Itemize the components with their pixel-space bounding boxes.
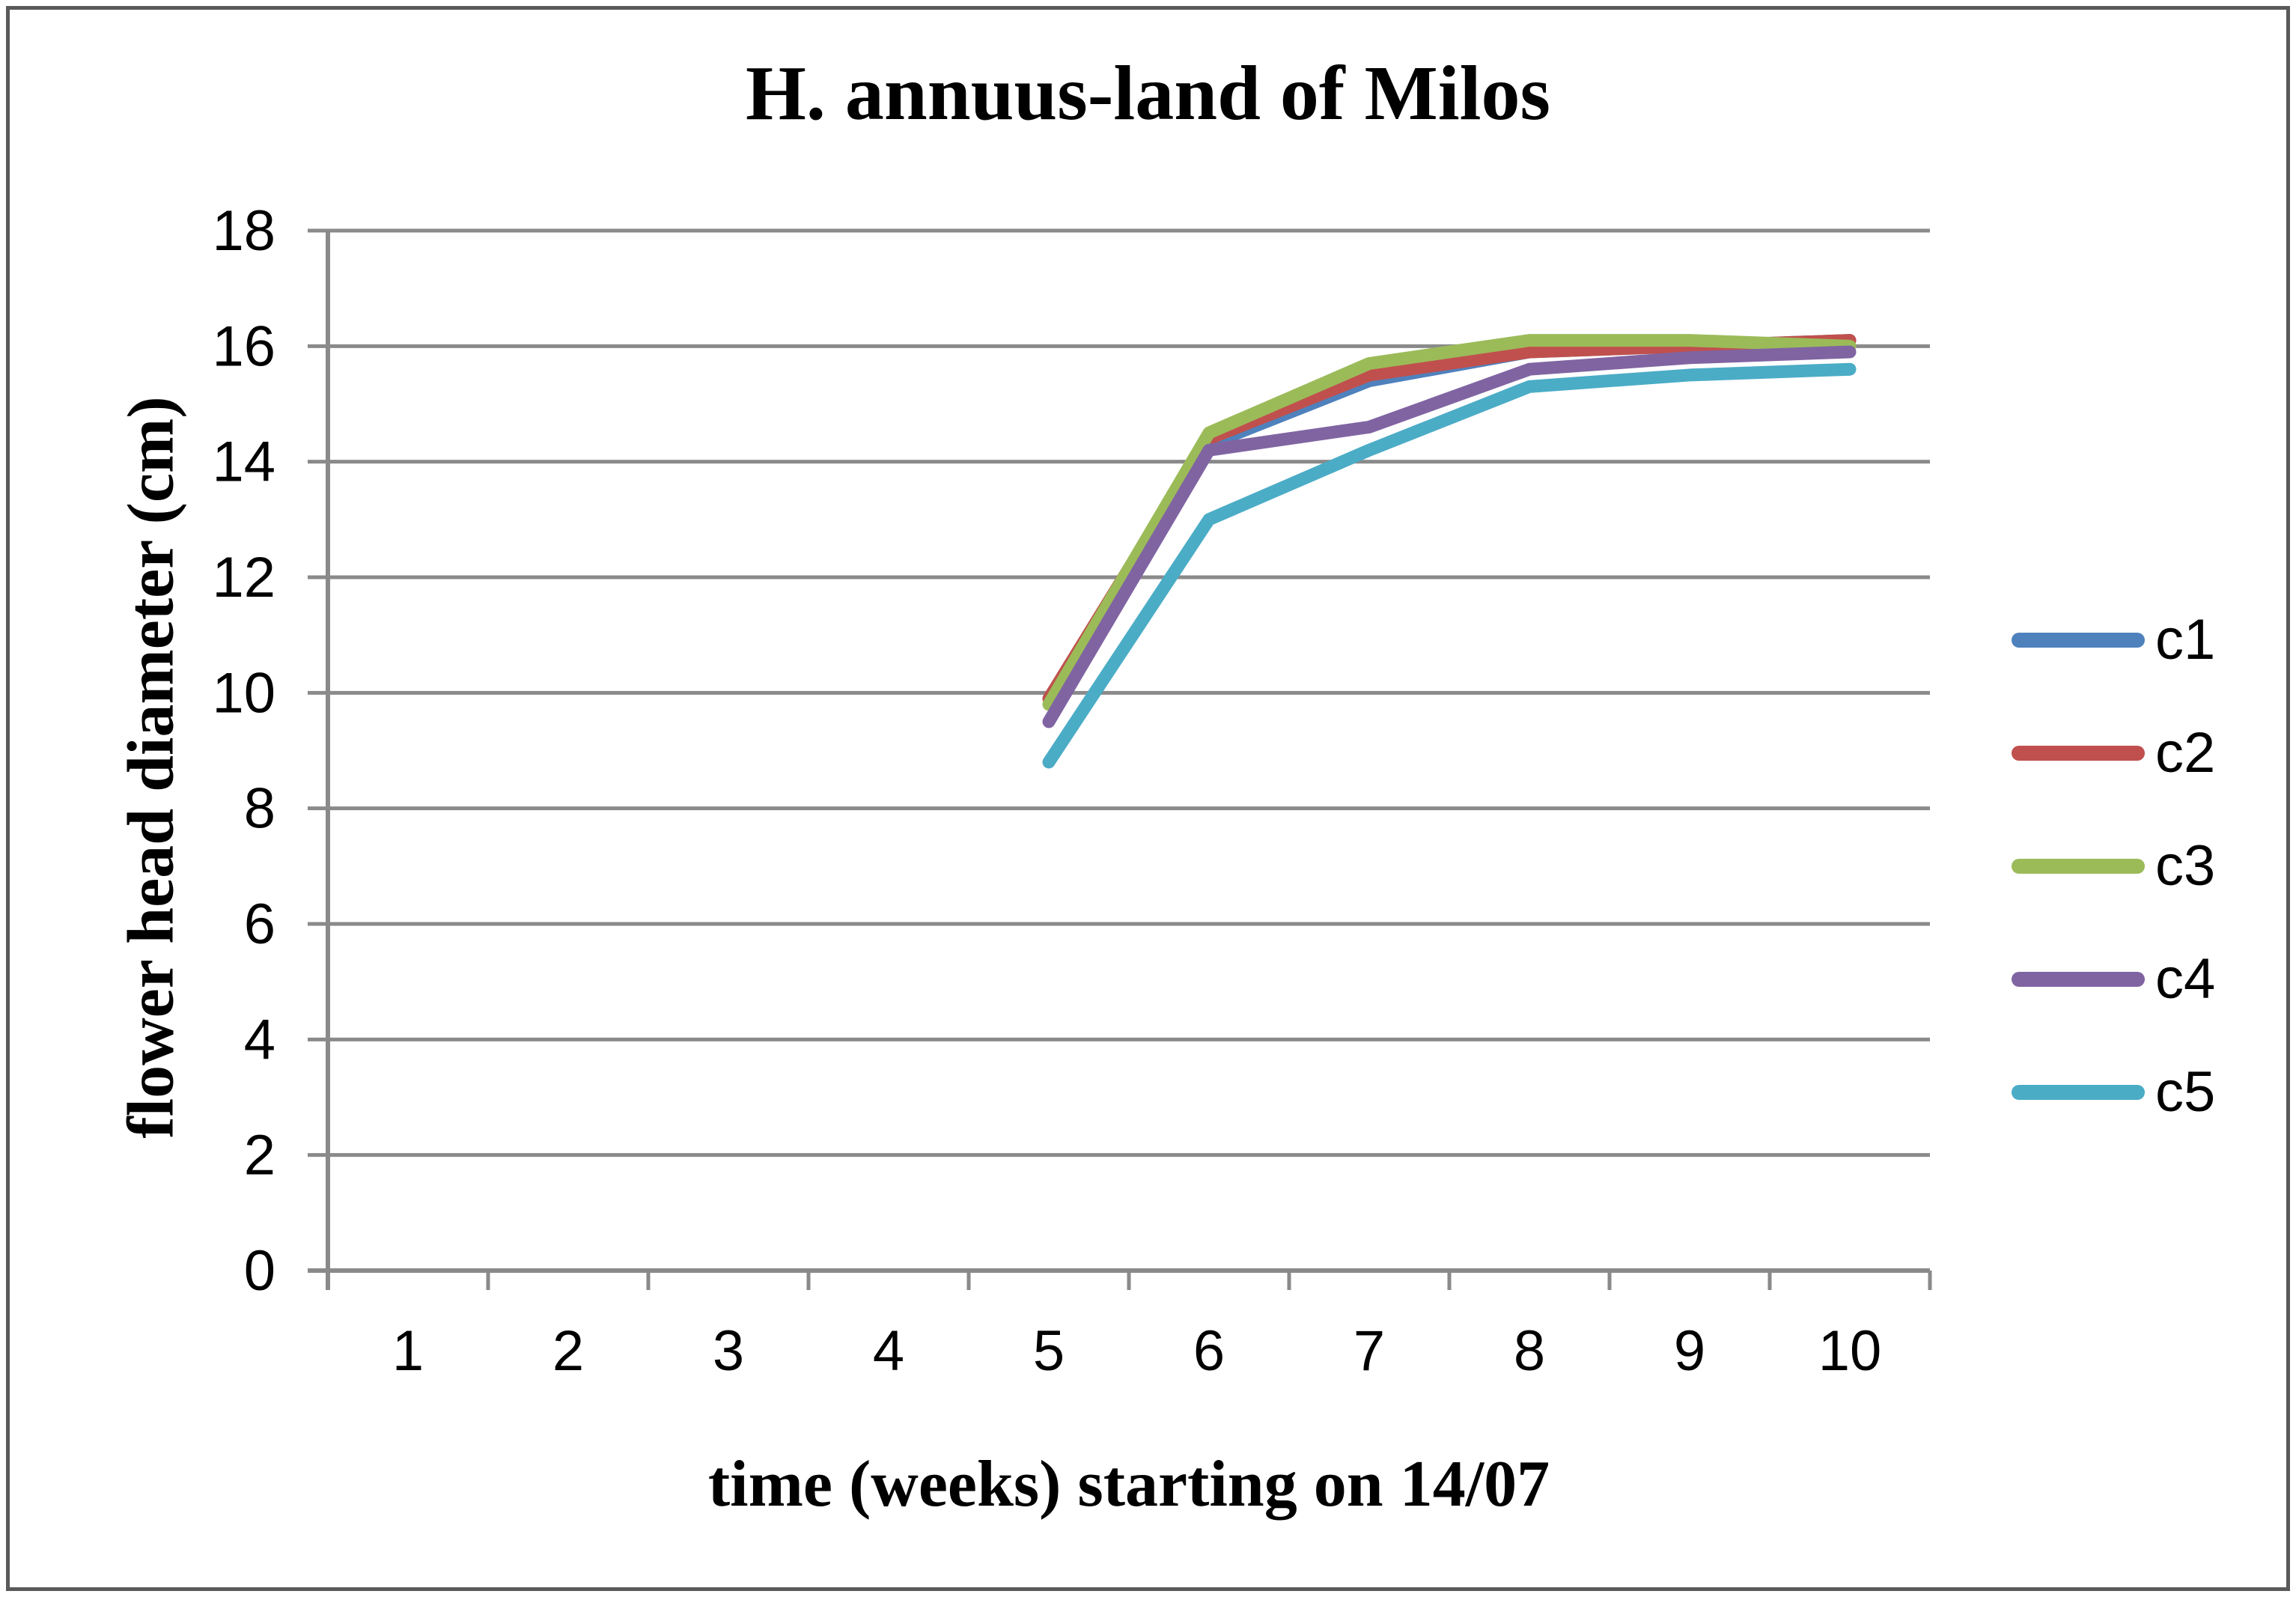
series-line-c3 xyxy=(1042,334,1857,711)
legend-swatch-c2 xyxy=(2012,745,2145,761)
legend-item-c1: c1 xyxy=(2012,583,2215,696)
legend-label-c1: c1 xyxy=(2155,607,2216,672)
y-tick-label: 18 xyxy=(212,199,275,263)
x-axis-title: time (weeks) starting on 14/07 xyxy=(707,1448,1550,1521)
legend-swatch-c5 xyxy=(2012,1084,2145,1100)
x-tick-label: 9 xyxy=(1674,1319,1705,1383)
legend-swatch-c1 xyxy=(2012,632,2145,648)
legend-label-c3: c3 xyxy=(2155,833,2216,898)
legend-item-c2: c2 xyxy=(2012,696,2215,809)
series-lines xyxy=(1042,334,1857,769)
legend-label-c5: c5 xyxy=(2155,1059,2216,1124)
y-tick-label: 6 xyxy=(244,892,275,956)
x-tick-label: 5 xyxy=(1033,1319,1065,1383)
y-tick-label: 14 xyxy=(212,431,275,494)
legend-label-c2: c2 xyxy=(2155,720,2216,785)
y-tick-label: 2 xyxy=(244,1124,275,1187)
y-tick-label: 16 xyxy=(212,314,275,378)
legend-swatch-c3 xyxy=(2012,858,2145,874)
legend-label-c4: c4 xyxy=(2155,946,2216,1011)
series-line-c5 xyxy=(1042,362,1857,769)
y-tick-label: 8 xyxy=(244,777,275,841)
chart-title: H. annuus-land of Milos xyxy=(746,50,1550,136)
legend-item-c5: c5 xyxy=(2012,1035,2215,1149)
legend-item-c4: c4 xyxy=(2012,922,2215,1035)
y-tick-label: 10 xyxy=(212,661,275,725)
x-tick-label: 1 xyxy=(392,1319,424,1383)
x-tick-label: 10 xyxy=(1818,1319,1882,1383)
x-tick-label: 2 xyxy=(552,1319,584,1383)
legend-item-c3: c3 xyxy=(2012,809,2215,922)
y-axis-title: flower head diameter (cm) xyxy=(115,396,188,1139)
legend-swatch-c4 xyxy=(2012,971,2145,987)
x-tick-label: 8 xyxy=(1514,1319,1545,1383)
y-tick-label: 0 xyxy=(244,1239,275,1303)
legend: c1 c2 c3 c4 c5 xyxy=(2012,583,2215,1149)
x-tick-label: 4 xyxy=(873,1319,904,1383)
y-tick-label: 4 xyxy=(244,1008,275,1071)
x-tick-label: 6 xyxy=(1193,1319,1225,1383)
x-tick-label: 7 xyxy=(1353,1319,1385,1383)
axes xyxy=(308,228,1932,1290)
series-line-c4 xyxy=(1042,345,1857,728)
x-tick-label: 3 xyxy=(713,1319,744,1383)
y-tick-label: 12 xyxy=(212,546,275,609)
